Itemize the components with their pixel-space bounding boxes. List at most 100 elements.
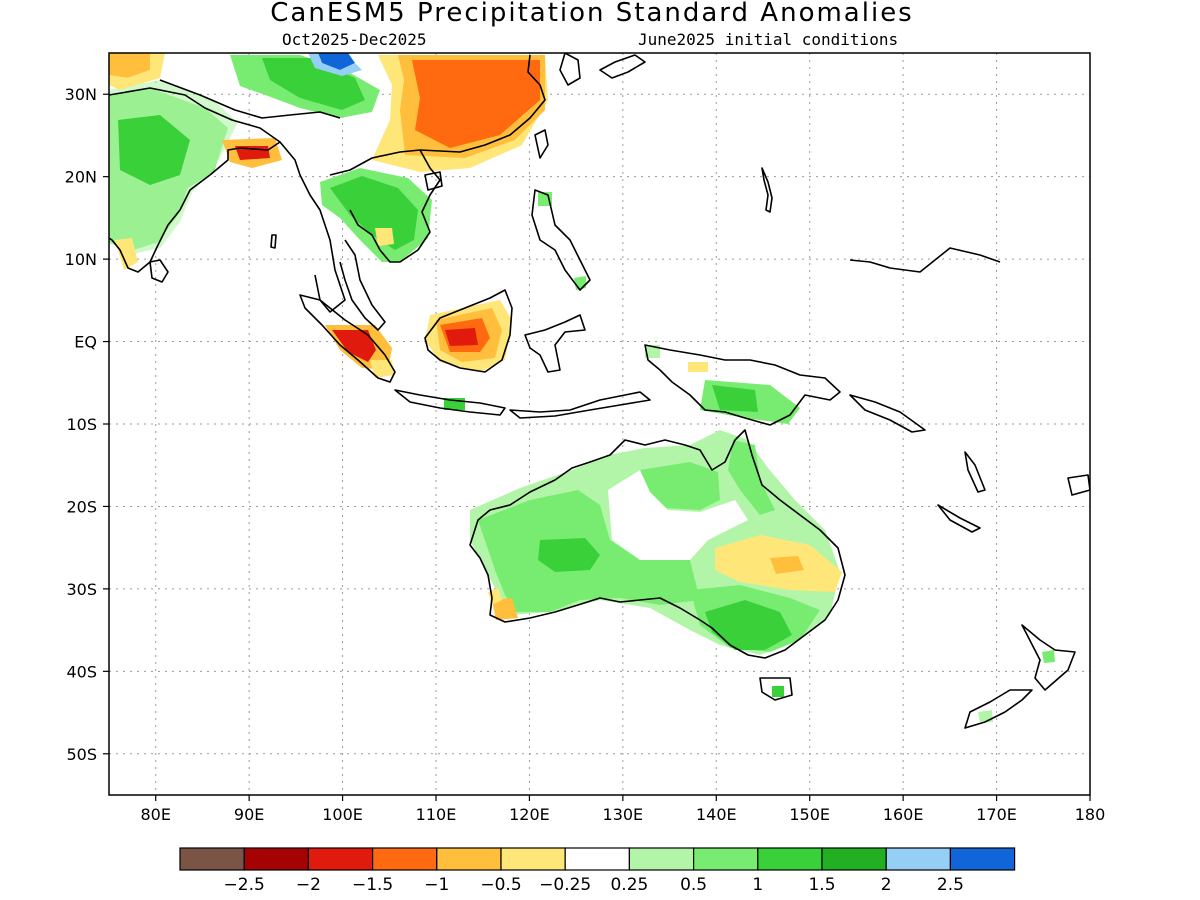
lat-tick-label: 40S: [66, 662, 97, 681]
map-title: CanESM5 Precipitation Standard Anomalies: [270, 0, 913, 28]
coastline-china: [419, 54, 546, 153]
coastline-sumatra: [299, 294, 396, 383]
coastline-malay-peninsula: [339, 239, 386, 331]
lon-tick-label: 80E: [140, 805, 170, 824]
colorbar-label: 0.5: [680, 875, 707, 895]
coastline-philippines: [531, 189, 591, 291]
colorbar-label: −2: [296, 875, 321, 895]
anomaly-region-indochina-dry: [375, 228, 394, 246]
coastline-lesser-sunda: [509, 391, 651, 419]
lat-tick-label: 30N: [65, 85, 97, 104]
anomaly-region-timor: [688, 362, 708, 372]
initial-conditions: June2025 initial conditions: [638, 30, 898, 49]
colorbar-label: −2.5: [224, 875, 265, 895]
coastline-hainan: [424, 171, 443, 191]
anomaly-region-nz-south: [978, 710, 993, 722]
anomaly-region-tibet-wet: [318, 53, 355, 70]
coastline-micronesia: [761, 167, 773, 213]
anomaly-shading: [109, 53, 1055, 722]
anomaly-region-nsw-core: [705, 600, 792, 650]
anomaly-region-china-drier: [412, 60, 540, 148]
lat-tick-label: 30S: [66, 580, 97, 599]
anomaly-region-australia-core: [538, 538, 600, 572]
colorbar-label: −1: [424, 875, 449, 895]
anomaly-region-cape-york: [728, 440, 775, 515]
anomaly-region-indochina-core: [330, 176, 418, 250]
colorbar-swatch: [436, 847, 502, 871]
coastline-java: [394, 389, 506, 416]
map-body: [109, 53, 1090, 795]
lon-tick-label: 110E: [416, 805, 457, 824]
colorbar: −2.5 −2 −1.5 −1 −0.5 −0.25 0.25 0.5 1 1.5 2 2.5: [179, 847, 1016, 895]
coastline-indochina: [329, 149, 441, 263]
anomaly-region-tibet-light-wet: [308, 53, 362, 76]
anomaly-region-queensland-drier: [770, 556, 804, 574]
colorbar-swatch: [372, 847, 438, 871]
colorbar-label: −0.25: [539, 875, 591, 895]
coastline-himalaya: [159, 79, 341, 119]
colorbar-label: 1: [752, 875, 763, 895]
anomaly-region-australia-north: [640, 462, 720, 510]
anomaly-region-sumatra-drier: [332, 330, 376, 362]
coastline-india: [109, 87, 281, 273]
lon-tick-label: 160E: [883, 805, 924, 824]
coastline-solomons: [849, 394, 926, 433]
lat-tick-label: EQ: [74, 333, 97, 352]
coastline-vanuatu: [964, 451, 986, 493]
anomaly-region-west-india-dry: [115, 238, 138, 270]
coastline-new-zealand-north: [1021, 624, 1076, 691]
lat-tick-label: 20S: [66, 497, 97, 516]
anomaly-region-australia-white: [608, 470, 748, 560]
colorbar-swatch: [692, 847, 759, 871]
latitude-ticks: 30N 20N 10N EQ 10S 20S 30S 40S 50S: [65, 85, 109, 764]
coastline-new-guinea: [644, 344, 841, 426]
anomaly-region-sulawesi: [645, 345, 660, 358]
colorbar-swatch: [885, 847, 952, 871]
colorbar-swatch: [821, 847, 887, 871]
colorbar-label: −1.5: [352, 875, 393, 895]
coastline-japan: [599, 54, 646, 79]
colorbar-label: 2.5: [937, 875, 964, 895]
lon-tick-label: 130E: [603, 805, 644, 824]
coastline-burma: [279, 141, 346, 313]
colorbar-swatch: [628, 847, 695, 871]
coastline-tasmania: [759, 677, 793, 701]
coastline-sulawesi: [524, 314, 586, 373]
coastlines: [109, 53, 1090, 729]
anomaly-region-tasmania: [772, 686, 784, 697]
anomaly-region-india-core: [118, 115, 190, 185]
lat-tick-label: 10N: [65, 250, 97, 269]
coastline-carolines: [849, 247, 1001, 273]
colorbar-swatch: [179, 847, 245, 871]
anomaly-region-borneo-driest: [445, 328, 478, 346]
lon-tick-label: 140E: [696, 805, 737, 824]
coastline-korea: [559, 53, 581, 86]
anomaly-region-sumatra-light: [370, 360, 394, 378]
lon-tick-label: 120E: [509, 805, 550, 824]
anomaly-region-new-guinea-core: [712, 385, 758, 412]
lon-tick-label: 90E: [234, 805, 264, 824]
colorbar-label: 1.5: [808, 875, 835, 895]
anomaly-region-nz-north: [1042, 650, 1055, 663]
colorbar-label: 2: [881, 875, 892, 895]
longitude-ticks: 80E 90E 100E 110E 120E 130E 140E 150E 160E 170E 18…: [140, 795, 1105, 824]
lon-tick-label: 150E: [789, 805, 830, 824]
anomaly-region-mindanao: [574, 276, 586, 290]
colorbar-swatch: [307, 847, 374, 871]
forecast-period: Oct2025-Dec2025: [282, 30, 427, 49]
lat-tick-label: 10S: [66, 415, 97, 434]
colorbar-swatch: [564, 847, 631, 871]
colorbar-swatch: [243, 847, 309, 871]
anomaly-region-nw-dry: [109, 53, 150, 78]
coastline-australia: [469, 429, 846, 659]
colorbar-label: 0.25: [610, 875, 648, 895]
coastline-taiwan: [534, 129, 549, 159]
lon-tick-label: 180: [1075, 805, 1106, 824]
colorbar-swatch: [757, 847, 823, 871]
coastline-sri-lanka: [149, 259, 169, 283]
lat-tick-label: 20N: [65, 168, 97, 187]
coastline-andaman: [270, 234, 277, 249]
lat-tick-label: 50S: [66, 745, 97, 764]
lon-tick-label: 170E: [976, 805, 1017, 824]
